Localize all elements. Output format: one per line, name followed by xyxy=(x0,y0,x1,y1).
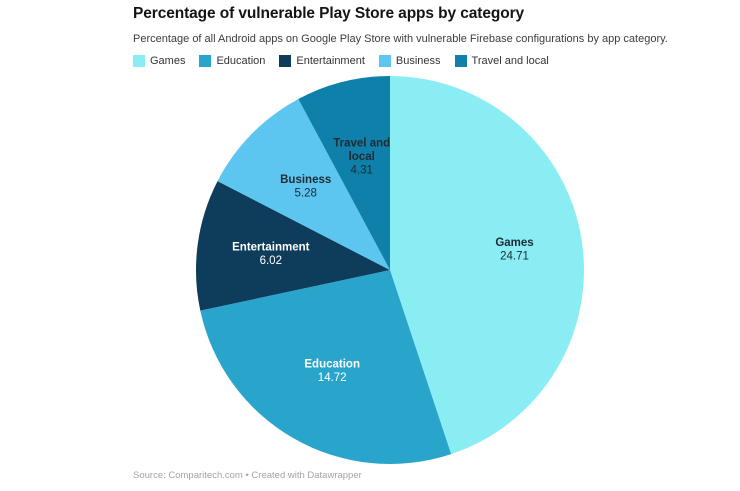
chart-footer: Source: Comparitech.com • Created with D… xyxy=(133,470,362,481)
legend-item-entertainment: Entertainment xyxy=(279,55,365,67)
legend-item-education: Education xyxy=(199,55,265,67)
legend-label: Business xyxy=(395,55,441,67)
pie-value-business: 5.28 xyxy=(295,188,317,200)
legend-swatch-education xyxy=(199,55,212,67)
legend-label: Travel and local xyxy=(471,55,549,67)
legend-swatch-entertainment xyxy=(279,55,292,67)
pie-label-travel-and-local: Travel and xyxy=(333,138,390,150)
pie-slice-business[interactable] xyxy=(217,99,390,270)
pie-slice-entertainment[interactable] xyxy=(195,181,390,311)
legend: Games Education Entertainment Business Trave… xyxy=(133,55,713,67)
pie-label-business: Business xyxy=(280,174,331,186)
chart-subtitle: Percentage of all Android apps on Google… xyxy=(133,33,668,45)
legend-swatch-games xyxy=(133,55,145,67)
legend-swatch-travel-and-local xyxy=(454,55,467,67)
legend-label: Education xyxy=(216,55,266,67)
pie-label-education: Education xyxy=(304,358,360,370)
pie-label-games: Games xyxy=(495,237,533,249)
legend-item-games: Games xyxy=(133,55,185,67)
legend-swatch-business xyxy=(378,55,391,67)
pie-label-travel-and-local: local xyxy=(349,151,375,163)
legend-item-business: Business xyxy=(378,55,441,67)
pie-value-games: 24.71 xyxy=(500,251,529,263)
pie-value-education: 14.72 xyxy=(318,372,347,384)
legend-label: Entertainment xyxy=(296,55,365,67)
legend-item-travel-and-local: Travel and local xyxy=(454,55,549,67)
pie-label-entertainment: Entertainment xyxy=(232,241,309,253)
chart-title: Percentage of vulnerable Play Store apps… xyxy=(133,5,525,22)
pie-slice-travel-and-local[interactable] xyxy=(298,76,390,270)
legend-label: Games xyxy=(150,55,186,67)
pie-value-travel-and-local: 4.31 xyxy=(351,165,373,177)
chart-header: Percentage of vulnerable Play Store apps… xyxy=(133,4,713,67)
pie-slice-education[interactable] xyxy=(200,270,452,464)
pie-slice-games[interactable] xyxy=(390,76,584,455)
pie-value-entertainment: 6.02 xyxy=(260,255,282,267)
